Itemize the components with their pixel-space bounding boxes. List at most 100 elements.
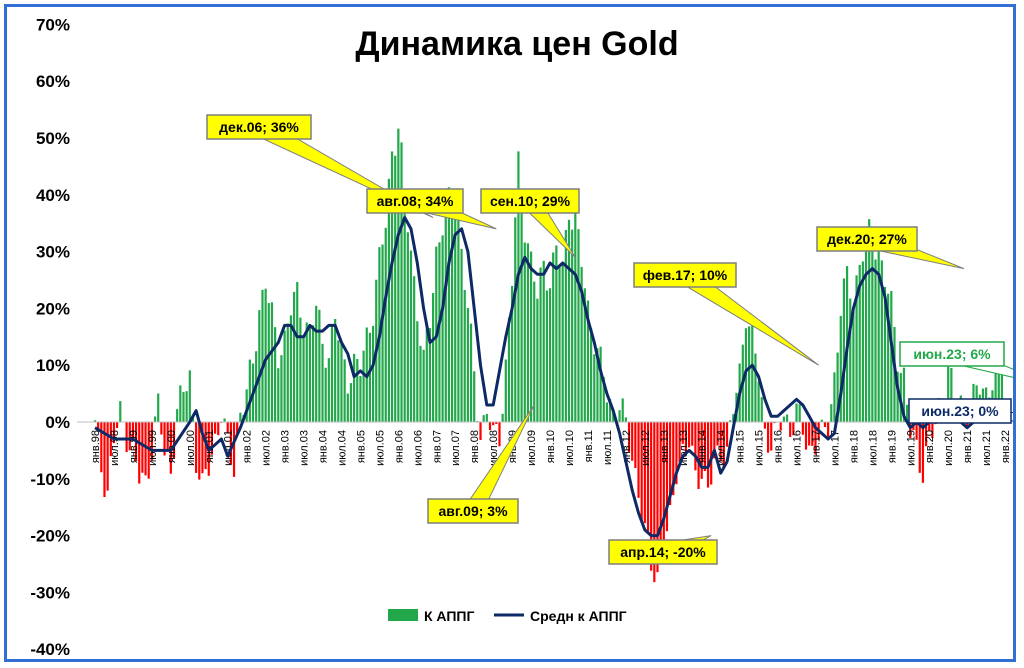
bar — [529, 251, 533, 422]
bar — [457, 216, 460, 422]
bar — [558, 265, 561, 422]
x-tick-label: июл.06 — [412, 430, 424, 466]
bar — [125, 422, 128, 453]
bar — [675, 422, 678, 485]
bar — [93, 420, 97, 422]
bar — [520, 200, 523, 422]
bar — [564, 229, 567, 422]
bar — [924, 422, 928, 447]
bar — [858, 264, 861, 422]
y-tick-label: 70% — [36, 15, 70, 34]
bar — [915, 422, 918, 440]
bar — [997, 353, 1000, 422]
bar — [264, 288, 267, 422]
bar — [880, 260, 883, 422]
bar — [643, 422, 646, 524]
callout-box — [427, 498, 519, 524]
bar — [371, 325, 375, 422]
bar — [460, 248, 463, 422]
bar — [286, 323, 289, 422]
bar — [311, 325, 315, 422]
bar — [918, 422, 921, 473]
x-tick-label: июл.20 — [943, 430, 955, 466]
x-tick-label: янв.16 — [773, 430, 785, 463]
bar — [814, 422, 817, 455]
bar — [150, 422, 153, 461]
bar — [172, 422, 176, 458]
bar — [409, 250, 413, 422]
bar — [103, 422, 106, 498]
bar — [586, 300, 590, 422]
bar — [640, 422, 643, 524]
bar — [128, 422, 131, 451]
bar — [729, 420, 732, 422]
bar — [659, 422, 662, 561]
bar — [330, 325, 334, 422]
bar — [1000, 369, 1004, 422]
y-tick-label: 40% — [36, 186, 70, 205]
bar — [605, 402, 609, 422]
chart-frame: Динамика цен Gold 70% 60% 50% 40% 30% 20% 10% 0… — [4, 4, 1024, 662]
bar — [602, 377, 605, 422]
x-tick-label: июл.12 — [640, 430, 652, 466]
bar — [482, 415, 485, 422]
bar — [599, 346, 602, 422]
callout-box — [899, 341, 1005, 367]
bar — [716, 422, 719, 446]
bar — [691, 422, 694, 446]
bar — [270, 302, 274, 422]
x-tick-label: янв.11 — [583, 430, 595, 462]
bar — [299, 317, 302, 422]
bar — [820, 419, 823, 422]
bar — [545, 290, 548, 422]
bar — [580, 266, 583, 422]
bar — [116, 422, 119, 429]
bar — [185, 391, 188, 422]
bar — [226, 422, 229, 434]
bar — [874, 259, 877, 422]
bar — [861, 261, 864, 422]
x-tick-label: июл.00 — [185, 430, 197, 466]
bar — [766, 422, 770, 453]
bar — [770, 422, 773, 451]
x-tick-label: янв.19 — [886, 430, 898, 463]
bar — [574, 213, 577, 422]
bar — [362, 350, 365, 422]
bar — [138, 422, 141, 484]
x-tick-label: янв.99 — [128, 430, 140, 463]
x-tick-label: июл.11 — [602, 430, 614, 465]
bar — [634, 422, 637, 469]
legend: К АППГ Средн к АППГ — [388, 608, 627, 624]
bar — [789, 422, 792, 437]
bar — [542, 260, 545, 422]
bar — [318, 309, 321, 422]
callout-label: сен.10; 29% — [490, 193, 571, 209]
callout-label: дек.06; 36% — [219, 119, 299, 135]
bar — [785, 414, 789, 422]
bar — [119, 401, 122, 422]
gold-price-chart: Динамика цен Gold 70% 60% 50% 40% 30% 20% 10% 0… — [30, 15, 1024, 659]
bar — [232, 422, 236, 477]
bar — [725, 422, 729, 447]
bar — [274, 327, 277, 422]
bar — [732, 414, 735, 422]
bar — [166, 422, 169, 452]
average-line — [94, 216, 1002, 538]
bar — [653, 422, 656, 583]
bar — [678, 422, 681, 463]
bar — [210, 422, 214, 455]
callout-box — [366, 188, 464, 214]
callout-box — [908, 398, 1012, 424]
bar — [176, 409, 179, 422]
bar — [662, 422, 665, 558]
bar — [571, 229, 574, 422]
bar — [552, 252, 555, 422]
chart-title: Динамика цен Gold — [355, 25, 678, 63]
bar — [627, 422, 631, 453]
bar — [507, 317, 511, 422]
bar — [517, 151, 520, 422]
bar — [147, 422, 150, 479]
bar — [567, 219, 571, 422]
bar — [109, 422, 112, 457]
bar — [315, 305, 318, 422]
